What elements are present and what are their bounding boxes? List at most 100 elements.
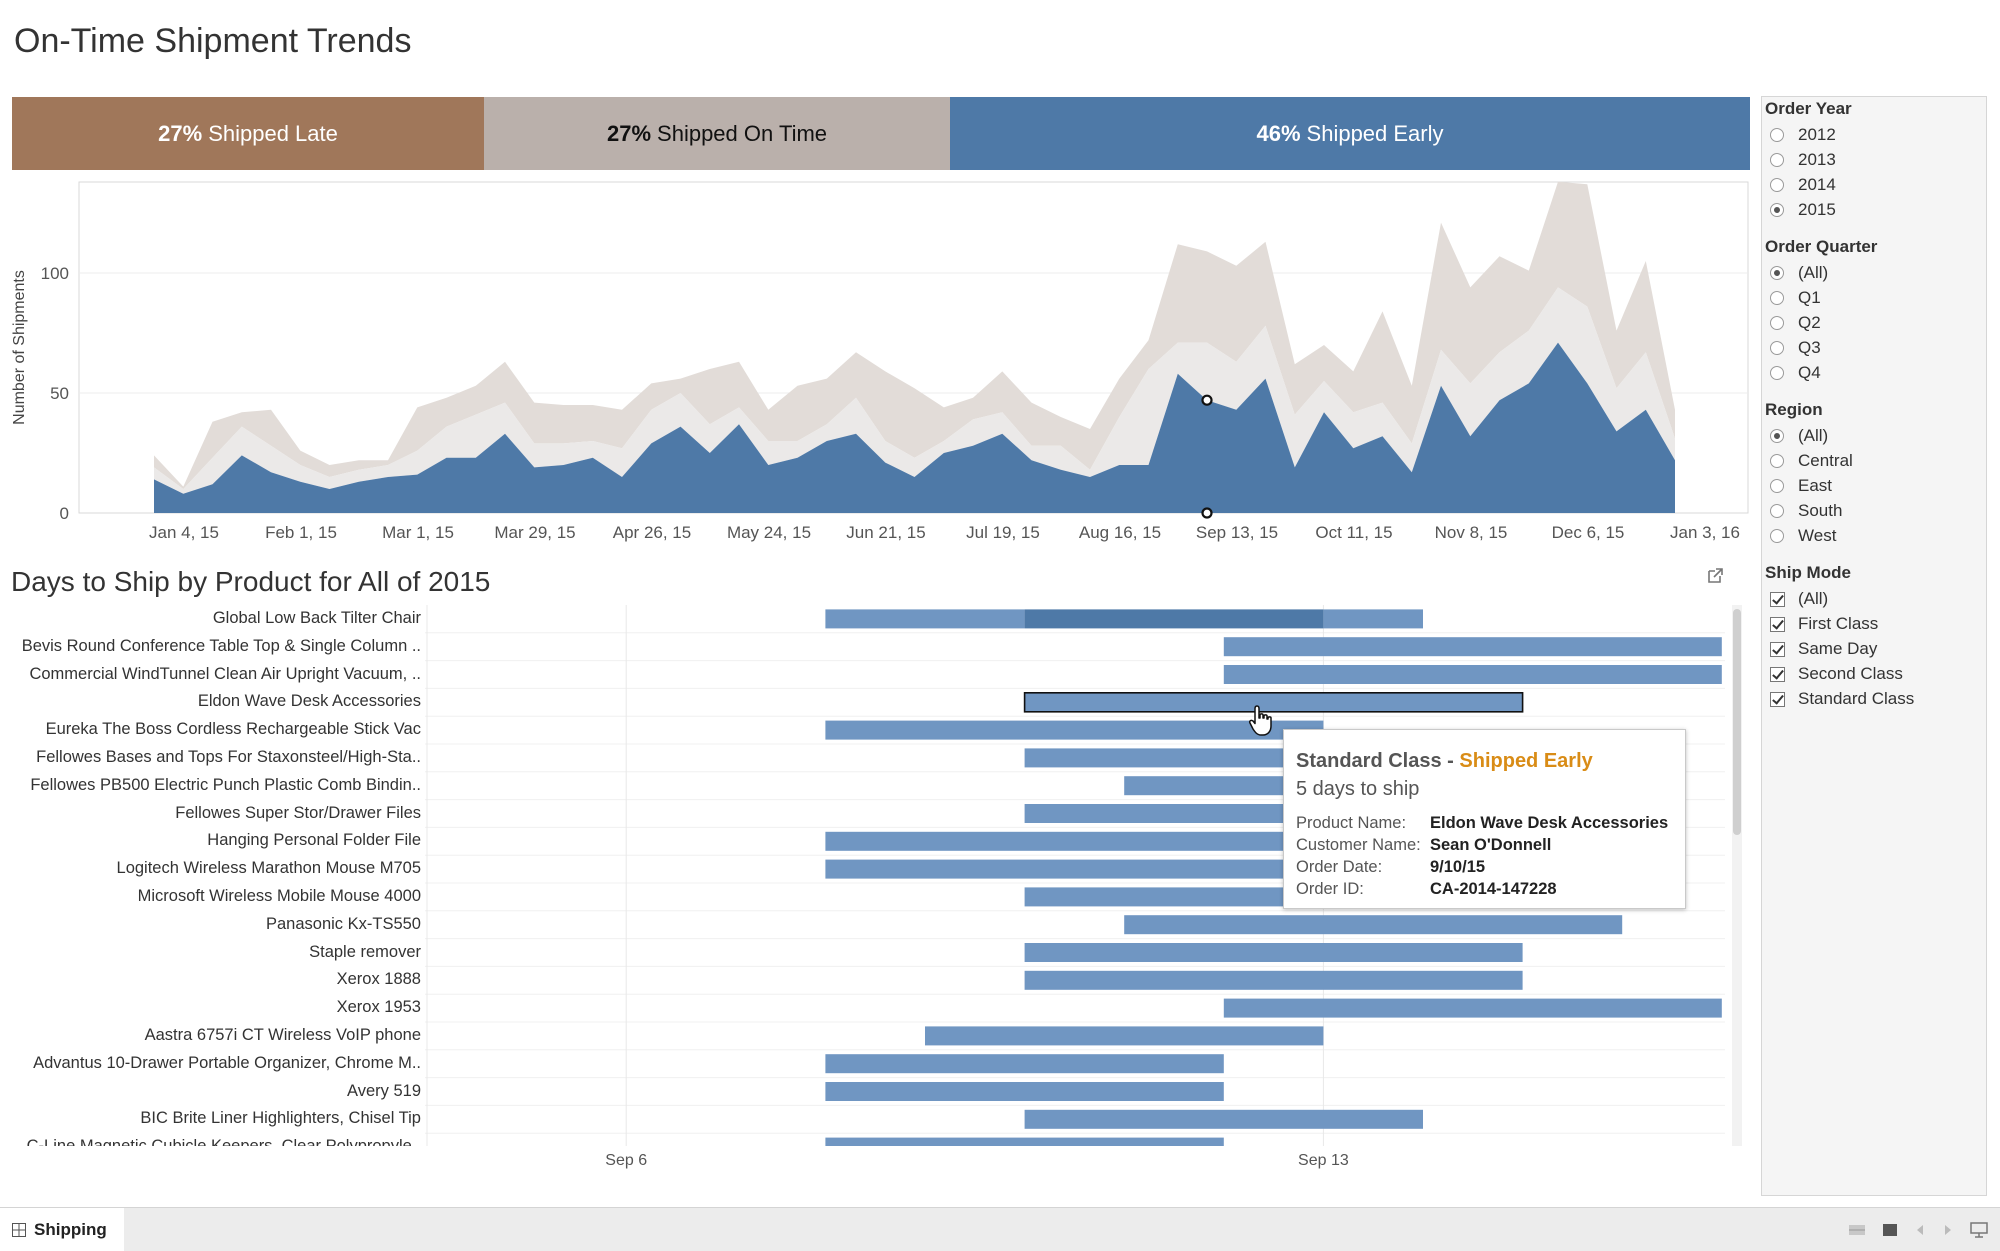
radio-button[interactable]: [1770, 316, 1784, 330]
radio-button[interactable]: [1770, 529, 1784, 543]
area-series-2[interactable]: [154, 181, 1675, 490]
tooltip-ship-mode: Standard Class: [1296, 750, 1442, 772]
radio-button[interactable]: [1770, 291, 1784, 305]
radio-button[interactable]: [1770, 341, 1784, 355]
order-quarter-option[interactable]: Q3: [1770, 336, 1821, 360]
shipment-trend-area-chart[interactable]: 0 50 100 Number of Shipments Jan 4, 15 Feb 1,…: [0, 178, 1755, 548]
tooltip-status: Shipped Early: [1459, 750, 1593, 772]
region-option-label: East: [1798, 476, 1833, 495]
order-year-option[interactable]: 2015: [1770, 198, 1836, 222]
gantt-bar[interactable]: [825, 859, 1324, 879]
filter-title-ship-mode: Ship Mode: [1765, 563, 1851, 582]
gantt-row-label: Xerox 1953: [336, 998, 421, 1017]
data-point-marker[interactable]: [1201, 394, 1213, 406]
grid-icon: [12, 1222, 26, 1237]
radio-button[interactable]: [1770, 266, 1784, 280]
ship-mode-option[interactable]: First Class: [1770, 612, 1878, 636]
gantt-row-label: Fellowes Bases and Tops For Staxonsteel/…: [36, 748, 421, 766]
kpi-shipped-late[interactable]: 27% Shipped Late: [12, 97, 484, 170]
radio-button[interactable]: [1770, 128, 1784, 142]
region-option[interactable]: Central: [1770, 449, 1853, 473]
gantt-bar[interactable]: [1024, 943, 1523, 962]
region-option[interactable]: South: [1770, 499, 1842, 523]
ship-mode-option[interactable]: (All): [1770, 587, 1828, 611]
x-tick-label: Jul 19, 15: [966, 523, 1040, 542]
gantt-bar[interactable]: [825, 720, 1324, 740]
gantt-row-label: Xerox 1888: [336, 970, 421, 989]
checkbox[interactable]: [1770, 641, 1785, 657]
order-quarter-option[interactable]: Q2: [1770, 311, 1821, 335]
checkbox[interactable]: [1770, 591, 1785, 607]
gantt-bar[interactable]: [825, 831, 1324, 851]
filter-title-order-year: Order Year: [1765, 99, 1852, 118]
gantt-bar[interactable]: [825, 609, 1025, 629]
radio-button[interactable]: [1770, 178, 1784, 192]
radio-button[interactable]: [1770, 479, 1784, 493]
checkbox[interactable]: [1770, 666, 1785, 682]
radio-button[interactable]: [1770, 454, 1784, 468]
gantt-bar[interactable]: [825, 1137, 1224, 1146]
checkbox[interactable]: [1770, 616, 1785, 632]
gantt-bar[interactable]: [1223, 998, 1722, 1018]
filter-panel: Order Year 2012 2013 2014 2015 Order Quarte…: [1761, 96, 1987, 1196]
order-year-option-label: 2012: [1798, 125, 1836, 144]
gantt-bar[interactable]: [1024, 970, 1523, 990]
x-tick-label: Jun 21, 15: [846, 523, 925, 542]
tab-shipping[interactable]: Shipping: [0, 1208, 124, 1251]
next-sheet-icon[interactable]: [1942, 1223, 1954, 1237]
kpi-ontime-label: Shipped On Time: [657, 120, 828, 146]
gantt-bar[interactable]: [1124, 915, 1623, 935]
tooltip-value: CA-2014-147228: [1430, 880, 1557, 898]
presentation-mode-icon[interactable]: [1970, 1222, 1988, 1238]
region-option[interactable]: (All): [1770, 424, 1828, 448]
radio-button[interactable]: [1770, 366, 1784, 380]
x-tick-label: Apr 26, 15: [613, 523, 691, 542]
ship-mode-option[interactable]: Second Class: [1770, 662, 1903, 686]
order-year-option[interactable]: 2012: [1770, 123, 1836, 147]
region-option[interactable]: West: [1770, 524, 1836, 548]
x-tick-label: Jan 3, 16: [1670, 523, 1740, 542]
gantt-bar[interactable]: [1223, 637, 1722, 657]
gantt-bar[interactable]: [1024, 1109, 1423, 1129]
gantt-bar[interactable]: [1223, 665, 1722, 684]
radio-button[interactable]: [1770, 203, 1784, 217]
gantt-bar[interactable]: [825, 1054, 1224, 1074]
order-quarter-option[interactable]: Q4: [1770, 361, 1821, 385]
kpi-late-percent: 27%: [158, 120, 203, 146]
radio-button[interactable]: [1770, 153, 1784, 167]
order-year-option[interactable]: 2013: [1770, 148, 1836, 172]
tooltip-row-order-date: Order Date: 9/10/15: [1296, 858, 1485, 877]
gantt-row-label: Staple remover: [309, 942, 421, 961]
scrollbar-thumb[interactable]: [1733, 609, 1741, 835]
kpi-shipped-early[interactable]: 46% Shipped Early: [950, 97, 1750, 170]
filmstrip-icon[interactable]: [1882, 1223, 1898, 1237]
radio-button[interactable]: [1770, 504, 1784, 518]
popout-icon[interactable]: [1706, 567, 1724, 585]
data-point-marker[interactable]: [1201, 507, 1213, 519]
tooltip-header: Standard Class - Shipped Early: [1296, 750, 1593, 773]
checkbox[interactable]: [1770, 691, 1785, 707]
gantt-bar[interactable]: [825, 1082, 1224, 1101]
radio-button[interactable]: [1770, 429, 1784, 443]
area-series-1[interactable]: [154, 287, 1675, 494]
region-option-label: (All): [1798, 426, 1829, 445]
kpi-early-label: Shipped Early: [1306, 120, 1444, 146]
order-year-option[interactable]: 2014: [1770, 173, 1836, 197]
gantt-scrollbar[interactable]: [1732, 605, 1742, 1146]
ship-mode-option-label: (All): [1798, 589, 1829, 608]
gantt-bar[interactable]: [1024, 609, 1324, 629]
y-tick-label: 50: [50, 384, 69, 403]
ship-mode-option[interactable]: Standard Class: [1770, 687, 1914, 711]
region-option[interactable]: East: [1770, 474, 1832, 498]
order-quarter-option[interactable]: (All): [1770, 261, 1828, 285]
gantt-bar[interactable]: [1323, 609, 1423, 629]
previous-sheet-icon[interactable]: [1914, 1223, 1926, 1237]
sheet-sorter-icon[interactable]: [1848, 1223, 1866, 1237]
order-quarter-option[interactable]: Q1: [1770, 286, 1821, 310]
kpi-shipped-on-time[interactable]: 27% Shipped On Time: [484, 97, 950, 170]
gantt-row-label: Advantus 10-Drawer Portable Organizer, C…: [33, 1053, 421, 1072]
gantt-bar[interactable]: [1023, 692, 1524, 713]
gantt-bar[interactable]: [925, 1026, 1324, 1046]
ship-mode-option[interactable]: Same Day: [1770, 637, 1877, 661]
area-series-0[interactable]: [154, 342, 1675, 513]
